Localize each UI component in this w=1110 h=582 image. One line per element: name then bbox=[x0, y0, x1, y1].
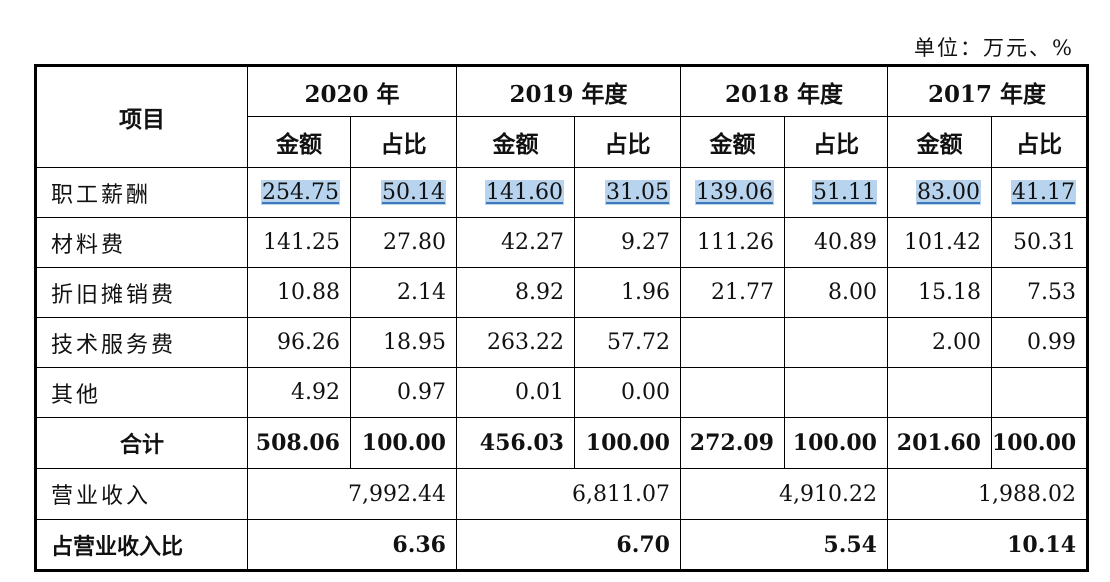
header-ratio: 占比 bbox=[350, 116, 457, 168]
table-row: 其他 4.92 0.97 0.01 0.00 bbox=[35, 367, 1088, 418]
cell-value: 8.92 bbox=[456, 267, 575, 318]
highlighted-value: 31.05 bbox=[605, 180, 670, 205]
cell-value: 2.00 bbox=[887, 317, 992, 368]
revenue-ratio-row: 占营业收入比 6.36 6.70 5.54 10.14 bbox=[35, 519, 1088, 571]
cell-value: 0.97 bbox=[350, 367, 457, 418]
header-ratio: 占比 bbox=[574, 116, 681, 168]
cell-value: 83.00 bbox=[887, 167, 992, 218]
header-amount: 金额 bbox=[247, 116, 351, 168]
total-value: 272.09 bbox=[680, 417, 785, 469]
highlighted-value: 139.06 bbox=[695, 180, 774, 205]
cell-value: 50.14 bbox=[350, 167, 457, 218]
revenue-row: 营业收入 7,992.44 6,811.07 4,910.22 1,988.02 bbox=[35, 468, 1088, 520]
cell-value: 8.00 bbox=[784, 267, 888, 318]
revenue-ratio-label: 占营业收入比 bbox=[35, 519, 248, 571]
cell-value: 0.01 bbox=[456, 367, 575, 418]
cell-value: 27.80 bbox=[350, 217, 457, 268]
cell-value: 42.27 bbox=[456, 217, 575, 268]
row-label: 材料费 bbox=[35, 217, 248, 268]
header-year-2017: 2017 年度 bbox=[887, 65, 1088, 117]
row-label: 职工薪酬 bbox=[35, 167, 248, 218]
revenue-value: 1,988.02 bbox=[887, 468, 1088, 520]
header-row-years: 项目 2020 年 2019 年度 2018 年度 2017 年度 bbox=[35, 65, 1088, 168]
highlighted-value: 41.17 bbox=[1011, 180, 1076, 205]
cell-value bbox=[784, 317, 888, 368]
cell-value: 31.05 bbox=[574, 167, 681, 218]
cell-value: 40.89 bbox=[784, 217, 888, 268]
highlighted-value: 254.75 bbox=[261, 180, 340, 205]
header-year-2019: 2019 年度 bbox=[456, 65, 681, 117]
cell-value: 9.27 bbox=[574, 217, 681, 268]
cell-value: 254.75 bbox=[247, 167, 351, 218]
revenue-ratio-value: 6.36 bbox=[247, 519, 457, 571]
cell-value: 50.31 bbox=[991, 217, 1088, 268]
highlighted-value: 51.11 bbox=[812, 180, 877, 205]
cell-value: 10.88 bbox=[247, 267, 351, 318]
cell-value: 96.26 bbox=[247, 317, 351, 368]
cell-value bbox=[680, 367, 785, 418]
revenue-label: 营业收入 bbox=[35, 468, 248, 520]
revenue-value: 6,811.07 bbox=[456, 468, 681, 520]
cell-value: 141.25 bbox=[247, 217, 351, 268]
cell-value: 7.53 bbox=[991, 267, 1088, 318]
cell-value bbox=[991, 367, 1088, 418]
cell-value: 41.17 bbox=[991, 167, 1088, 218]
cell-value: 0.99 bbox=[991, 317, 1088, 368]
table-row: 职工薪酬 254.75 50.14 141.60 31.05 139.06 51… bbox=[35, 167, 1088, 218]
header-amount: 金额 bbox=[887, 116, 992, 168]
row-label: 技术服务费 bbox=[35, 317, 248, 368]
cell-value: 18.95 bbox=[350, 317, 457, 368]
cell-value: 2.14 bbox=[350, 267, 457, 318]
cell-value: 21.77 bbox=[680, 267, 785, 318]
cell-value: 51.11 bbox=[784, 167, 888, 218]
row-label: 其他 bbox=[35, 367, 248, 418]
unit-note: 单位：万元、% bbox=[914, 36, 1074, 60]
table-row: 材料费 141.25 27.80 42.27 9.27 111.26 40.89… bbox=[35, 217, 1088, 268]
cell-value: 0.00 bbox=[574, 367, 681, 418]
highlighted-value: 50.14 bbox=[381, 180, 446, 205]
total-value: 100.00 bbox=[574, 417, 681, 469]
highlighted-value: 83.00 bbox=[916, 180, 981, 205]
total-value: 456.03 bbox=[456, 417, 575, 469]
header-item: 项目 bbox=[35, 65, 248, 168]
cell-value: 141.60 bbox=[456, 167, 575, 218]
revenue-ratio-value: 6.70 bbox=[456, 519, 681, 571]
total-value: 100.00 bbox=[784, 417, 888, 469]
header-ratio: 占比 bbox=[991, 116, 1088, 168]
table-row: 技术服务费 96.26 18.95 263.22 57.72 2.00 0.99 bbox=[35, 317, 1088, 368]
total-value: 508.06 bbox=[247, 417, 351, 469]
total-row: 合计 508.06 100.00 456.03 100.00 272.09 10… bbox=[35, 417, 1088, 469]
header-year-2018: 2018 年度 bbox=[680, 65, 888, 117]
row-label: 折旧摊销费 bbox=[35, 267, 248, 318]
cell-value: 15.18 bbox=[887, 267, 992, 318]
revenue-ratio-value: 10.14 bbox=[887, 519, 1088, 571]
cell-value: 1.96 bbox=[574, 267, 681, 318]
cell-value: 111.26 bbox=[680, 217, 785, 268]
header-year-2020: 2020 年 bbox=[247, 65, 457, 117]
cell-value bbox=[680, 317, 785, 368]
rd-expense-table: 项目 2020 年 2019 年度 2018 年度 2017 年度 金额 占比 … bbox=[34, 64, 1089, 572]
header-amount: 金额 bbox=[456, 116, 575, 168]
cell-value: 139.06 bbox=[680, 167, 785, 218]
highlighted-value: 141.60 bbox=[485, 180, 564, 205]
cell-value: 4.92 bbox=[247, 367, 351, 418]
cell-value bbox=[784, 367, 888, 418]
total-label: 合计 bbox=[35, 417, 248, 469]
header-ratio: 占比 bbox=[784, 116, 888, 168]
revenue-value: 4,910.22 bbox=[680, 468, 888, 520]
revenue-ratio-value: 5.54 bbox=[680, 519, 888, 571]
cell-value bbox=[887, 367, 992, 418]
total-value: 100.00 bbox=[991, 417, 1088, 469]
cell-value: 57.72 bbox=[574, 317, 681, 368]
table-row: 折旧摊销费 10.88 2.14 8.92 1.96 21.77 8.00 15… bbox=[35, 267, 1088, 318]
header-amount: 金额 bbox=[680, 116, 785, 168]
cell-value: 101.42 bbox=[887, 217, 992, 268]
total-value: 100.00 bbox=[350, 417, 457, 469]
cell-value: 263.22 bbox=[456, 317, 575, 368]
total-value: 201.60 bbox=[887, 417, 992, 469]
revenue-value: 7,992.44 bbox=[247, 468, 457, 520]
